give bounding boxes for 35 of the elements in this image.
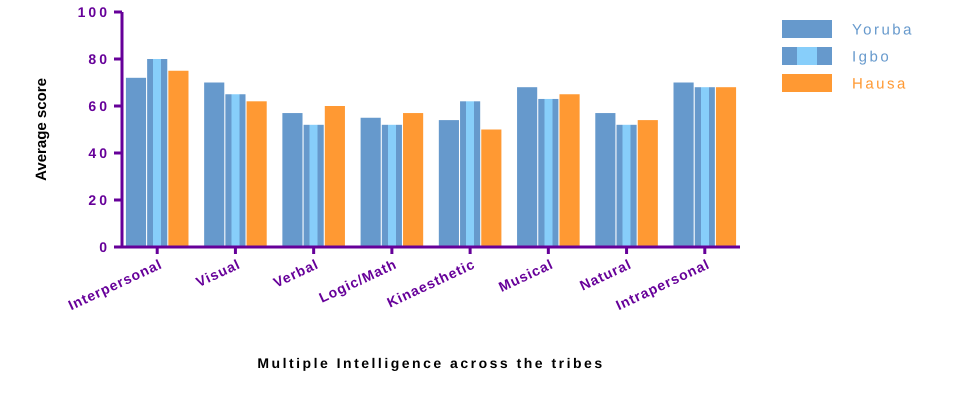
bar (674, 82, 694, 247)
bar (460, 101, 480, 247)
bar (517, 87, 538, 247)
bar (481, 130, 502, 247)
bar (304, 124, 324, 247)
bar (403, 113, 424, 247)
y-tick-label: 20 (88, 192, 110, 208)
y-axis-title: Average score (33, 78, 50, 181)
bar (595, 113, 616, 247)
bar (538, 98, 558, 247)
x-axis-title: Multiple Intelligence across the tribes (257, 355, 605, 371)
bar (324, 106, 345, 247)
bar (716, 87, 736, 247)
y-tick-label: 80 (88, 50, 110, 67)
bar (126, 78, 146, 247)
legend-label: Igbo (852, 48, 892, 66)
bar (382, 124, 402, 247)
y-tick-label: 100 (78, 4, 110, 20)
y-tick-label: 60 (88, 98, 110, 114)
bar (168, 70, 188, 247)
bar (246, 101, 267, 247)
bar (147, 59, 168, 247)
bar (694, 87, 715, 247)
bar (225, 94, 246, 247)
bar (282, 113, 303, 247)
bar (204, 82, 224, 247)
y-tick-label: 0 (99, 238, 110, 255)
bar (360, 118, 381, 247)
legend-label: Yoruba (852, 21, 914, 38)
bar (438, 120, 459, 247)
bar (559, 94, 580, 247)
bar (616, 124, 637, 247)
legend-label: Hausa (852, 75, 908, 92)
bar (638, 120, 658, 247)
y-tick-label: 40 (88, 144, 110, 161)
